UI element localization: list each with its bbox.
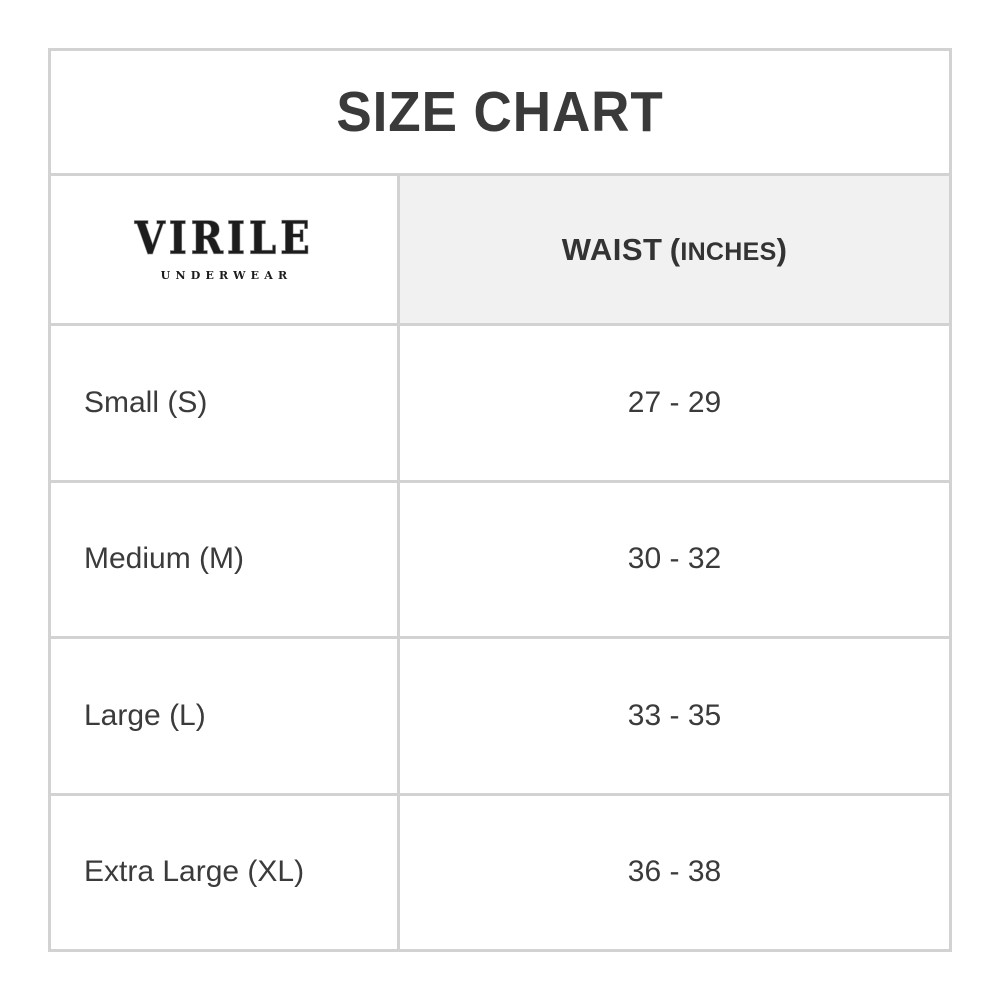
size-label: Extra Large (XL) (84, 855, 305, 889)
size-label: Small (S) (84, 385, 208, 419)
waist-value: 27 - 29 (627, 385, 722, 419)
chart-title-row: SIZE CHART (51, 51, 949, 176)
waist-header-main: WAIST (561, 231, 663, 267)
table-header-row: VIRILE UNDERWEAR WAIST (INCHES) (51, 176, 949, 326)
table-row: Small (S) 27 - 29 (51, 326, 949, 483)
size-chart-table: SIZE CHART VIRILE UNDERWEAR WAIST (INCHE… (48, 48, 952, 952)
brand-logo-cell: VIRILE UNDERWEAR (51, 176, 400, 323)
waist-value: 36 - 38 (627, 855, 722, 889)
brand-tagline-text: UNDERWEAR (160, 268, 293, 282)
table-row: Extra Large (XL) 36 - 38 (51, 795, 949, 950)
brand-logo: VIRILE UNDERWEAR (132, 211, 316, 282)
cell-size-name: Extra Large (XL) (51, 795, 400, 949)
waist-unit-text: INCHES (680, 237, 777, 266)
waist-header-unit: (INCHES) (662, 232, 787, 267)
cell-waist-value: 36 - 38 (400, 796, 949, 950)
brand-name-text: VIRILE (134, 211, 314, 265)
waist-header-cell: WAIST (INCHES) (400, 176, 949, 323)
table-row: Medium (M) 30 - 32 (51, 482, 949, 639)
cell-waist-value: 33 - 35 (400, 639, 949, 793)
cell-size-name: Small (S) (51, 326, 400, 480)
waist-unit-open-paren: ( (669, 231, 681, 267)
table-row: Large (L) 33 - 35 (51, 639, 949, 796)
cell-waist-value: 30 - 32 (400, 483, 949, 637)
waist-unit-close-paren: ) (776, 231, 788, 267)
size-label: Medium (M) (84, 542, 245, 576)
waist-header-label: WAIST (INCHES) (562, 232, 787, 268)
cell-waist-value: 27 - 29 (400, 326, 949, 480)
cell-size-name: Medium (M) (51, 482, 400, 636)
size-label: Large (L) (84, 698, 206, 732)
page-title: SIZE CHART (336, 80, 664, 144)
waist-value: 30 - 32 (627, 542, 722, 576)
waist-value: 33 - 35 (627, 698, 722, 732)
cell-size-name: Large (L) (51, 639, 400, 793)
table-body: Small (S) 27 - 29 Medium (M) 30 - 32 Lar… (51, 326, 949, 949)
